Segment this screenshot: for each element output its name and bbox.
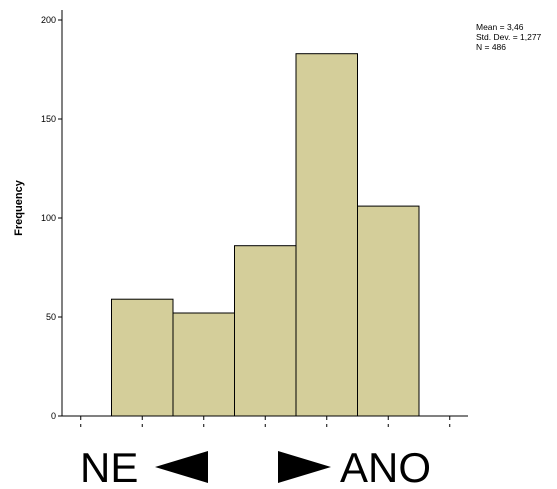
histogram-bar [234, 245, 297, 417]
label-ne: NE [80, 444, 138, 489]
histogram-bar [111, 298, 174, 417]
left-arrow-icon [155, 451, 208, 483]
right-arrow-icon [278, 451, 331, 483]
bars-group [111, 53, 420, 417]
label-ano: ANO [340, 444, 431, 489]
stats-mean: Mean = 3,46 [476, 22, 524, 32]
y-axis-label: Frequency [13, 179, 25, 236]
y-tick-label: 150 [41, 114, 56, 124]
y-tick-label: 100 [41, 213, 56, 223]
y-tick-label: 200 [41, 15, 56, 25]
histogram-bar [172, 312, 235, 417]
histogram-bar [357, 205, 420, 417]
histogram-bar [295, 53, 358, 417]
x-ticks-group [80, 416, 451, 427]
stats-std-dev: Std. Dev. = 1,277 [476, 32, 542, 42]
y-tick-label: 0 [51, 411, 56, 421]
y-tick-label: 50 [46, 312, 56, 322]
y-ticks-group: 0 50 100 150 200 [41, 15, 62, 421]
stats-n: N = 486 [476, 42, 506, 52]
